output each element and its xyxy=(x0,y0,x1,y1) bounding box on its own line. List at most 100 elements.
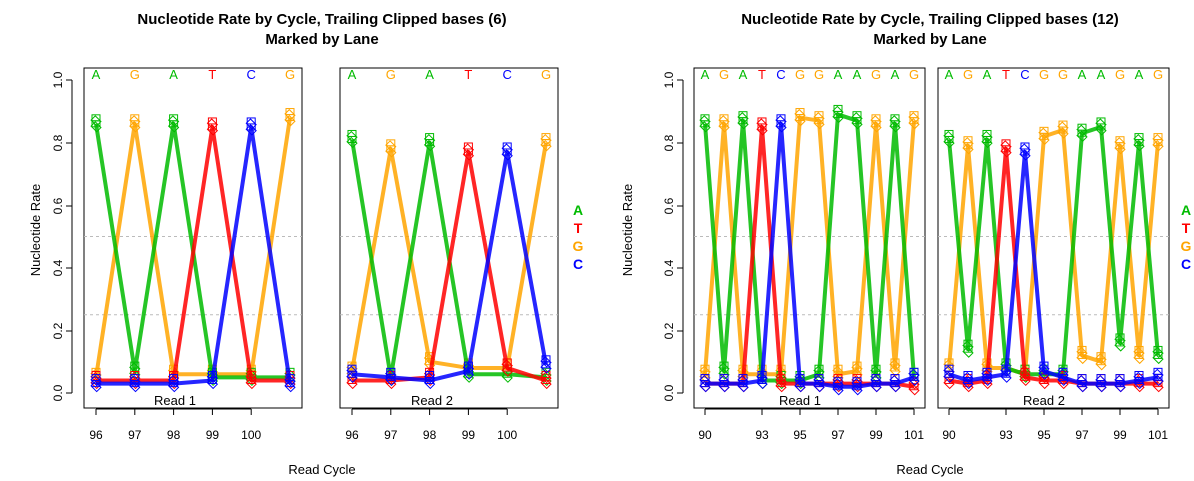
data-point xyxy=(1096,123,1106,131)
data-point xyxy=(347,135,357,143)
chart-1-title-line-2: Marked by Lane xyxy=(265,31,378,48)
data-point xyxy=(501,365,513,377)
data-point xyxy=(981,374,993,387)
y-tick-1: 0.2 xyxy=(662,322,676,339)
y-tick-4: 0.8 xyxy=(51,134,65,151)
expected-base-label: G xyxy=(130,67,140,82)
data-point xyxy=(889,380,901,393)
data-point xyxy=(794,380,806,393)
data-point xyxy=(385,146,397,158)
x-tick-label: 99 xyxy=(869,428,883,442)
data-point xyxy=(207,376,217,384)
data-point xyxy=(1077,129,1087,137)
chart-2-panel-2-label: Read 2 xyxy=(1023,393,1065,408)
data-point xyxy=(1019,149,1031,161)
data-point xyxy=(757,376,767,384)
expected-base-label: G xyxy=(795,67,805,82)
data-point xyxy=(1039,132,1049,140)
data-point xyxy=(540,377,552,390)
data-point xyxy=(832,384,844,396)
data-point xyxy=(1152,374,1164,387)
x-tick-label: 93 xyxy=(999,428,1013,442)
data-point xyxy=(1096,358,1106,366)
data-point xyxy=(719,380,729,388)
data-point xyxy=(909,383,919,391)
chart-2-legend-a: A xyxy=(1181,202,1191,218)
data-point xyxy=(852,117,862,125)
data-point xyxy=(963,376,973,384)
data-point xyxy=(1153,139,1163,147)
data-point xyxy=(889,121,901,133)
y-tick-0: 0.0 xyxy=(51,384,65,401)
x-tick-label: 100 xyxy=(497,428,517,442)
y-tick-5: 1.0 xyxy=(51,71,65,88)
chart-1-panel-read-2-frame xyxy=(339,67,559,409)
data-point xyxy=(91,380,101,388)
data-point xyxy=(718,380,730,393)
data-point xyxy=(540,362,552,374)
data-point xyxy=(871,380,881,388)
expected-base-label: G xyxy=(871,67,881,82)
series-t xyxy=(346,142,552,390)
data-point xyxy=(501,149,513,161)
expected-base-label: A xyxy=(92,67,101,82)
data-point xyxy=(1038,377,1050,390)
expected-base-label: T xyxy=(758,67,766,82)
expected-base-label: G xyxy=(909,67,919,82)
data-point xyxy=(1115,380,1125,388)
data-point xyxy=(129,380,141,393)
data-point xyxy=(246,123,256,131)
data-point xyxy=(908,374,920,387)
chart-1-panel-read-1-frame xyxy=(83,67,303,409)
y-tick-0: 0.0 xyxy=(662,384,676,401)
data-point xyxy=(1134,376,1144,384)
data-point xyxy=(982,373,992,381)
data-point xyxy=(1077,380,1087,388)
series-c xyxy=(346,142,552,390)
data-point xyxy=(962,377,974,390)
data-point xyxy=(284,114,296,127)
expected-base-label: A xyxy=(1078,67,1087,82)
chart-2-y-axis: 0.0 0.2 0.4 0.6 0.8 1.0 xyxy=(662,71,684,401)
data-point xyxy=(1001,370,1011,378)
expected-base-label: T xyxy=(464,67,472,82)
x-tick-label: 90 xyxy=(698,428,712,442)
series-line xyxy=(703,115,916,377)
data-point xyxy=(852,367,862,375)
data-point xyxy=(944,135,954,143)
series-a xyxy=(943,117,1164,383)
data-point xyxy=(1153,351,1163,359)
data-point xyxy=(1020,373,1030,381)
data-point xyxy=(206,377,219,390)
data-point xyxy=(1114,380,1126,393)
data-point xyxy=(775,380,787,393)
data-point xyxy=(1057,374,1069,387)
data-point xyxy=(851,118,863,130)
data-point xyxy=(167,380,180,393)
chart-1-panel-2-label: Read 2 xyxy=(411,393,453,408)
data-point xyxy=(1152,139,1164,152)
data-point xyxy=(851,384,863,396)
x-tick-label: 101 xyxy=(1148,428,1168,442)
data-point xyxy=(169,380,179,388)
chart-1-x-axis-label: Read Cycle xyxy=(288,462,355,477)
expected-base-label: G xyxy=(1115,67,1125,82)
expected-base-label: A xyxy=(945,67,954,82)
data-point xyxy=(246,376,256,384)
data-point xyxy=(719,120,729,128)
expected-base-label: A xyxy=(169,67,178,82)
y-tick-2: 0.4 xyxy=(662,259,676,276)
chart-1-panel-1-label: Read 1 xyxy=(154,393,196,408)
series-line xyxy=(703,112,916,383)
data-point xyxy=(813,118,825,130)
series-line xyxy=(96,124,290,383)
chart-1-legend-c: C xyxy=(573,256,583,272)
expected-base-label: A xyxy=(891,67,900,82)
chart-2-panel-read-1-frame xyxy=(693,67,926,409)
x-tick-label: 96 xyxy=(345,428,359,442)
data-point xyxy=(462,368,475,380)
series-line xyxy=(705,124,915,389)
x-tick-label: 99 xyxy=(1113,428,1127,442)
data-point xyxy=(502,148,512,156)
x-tick-label: 97 xyxy=(384,428,398,442)
